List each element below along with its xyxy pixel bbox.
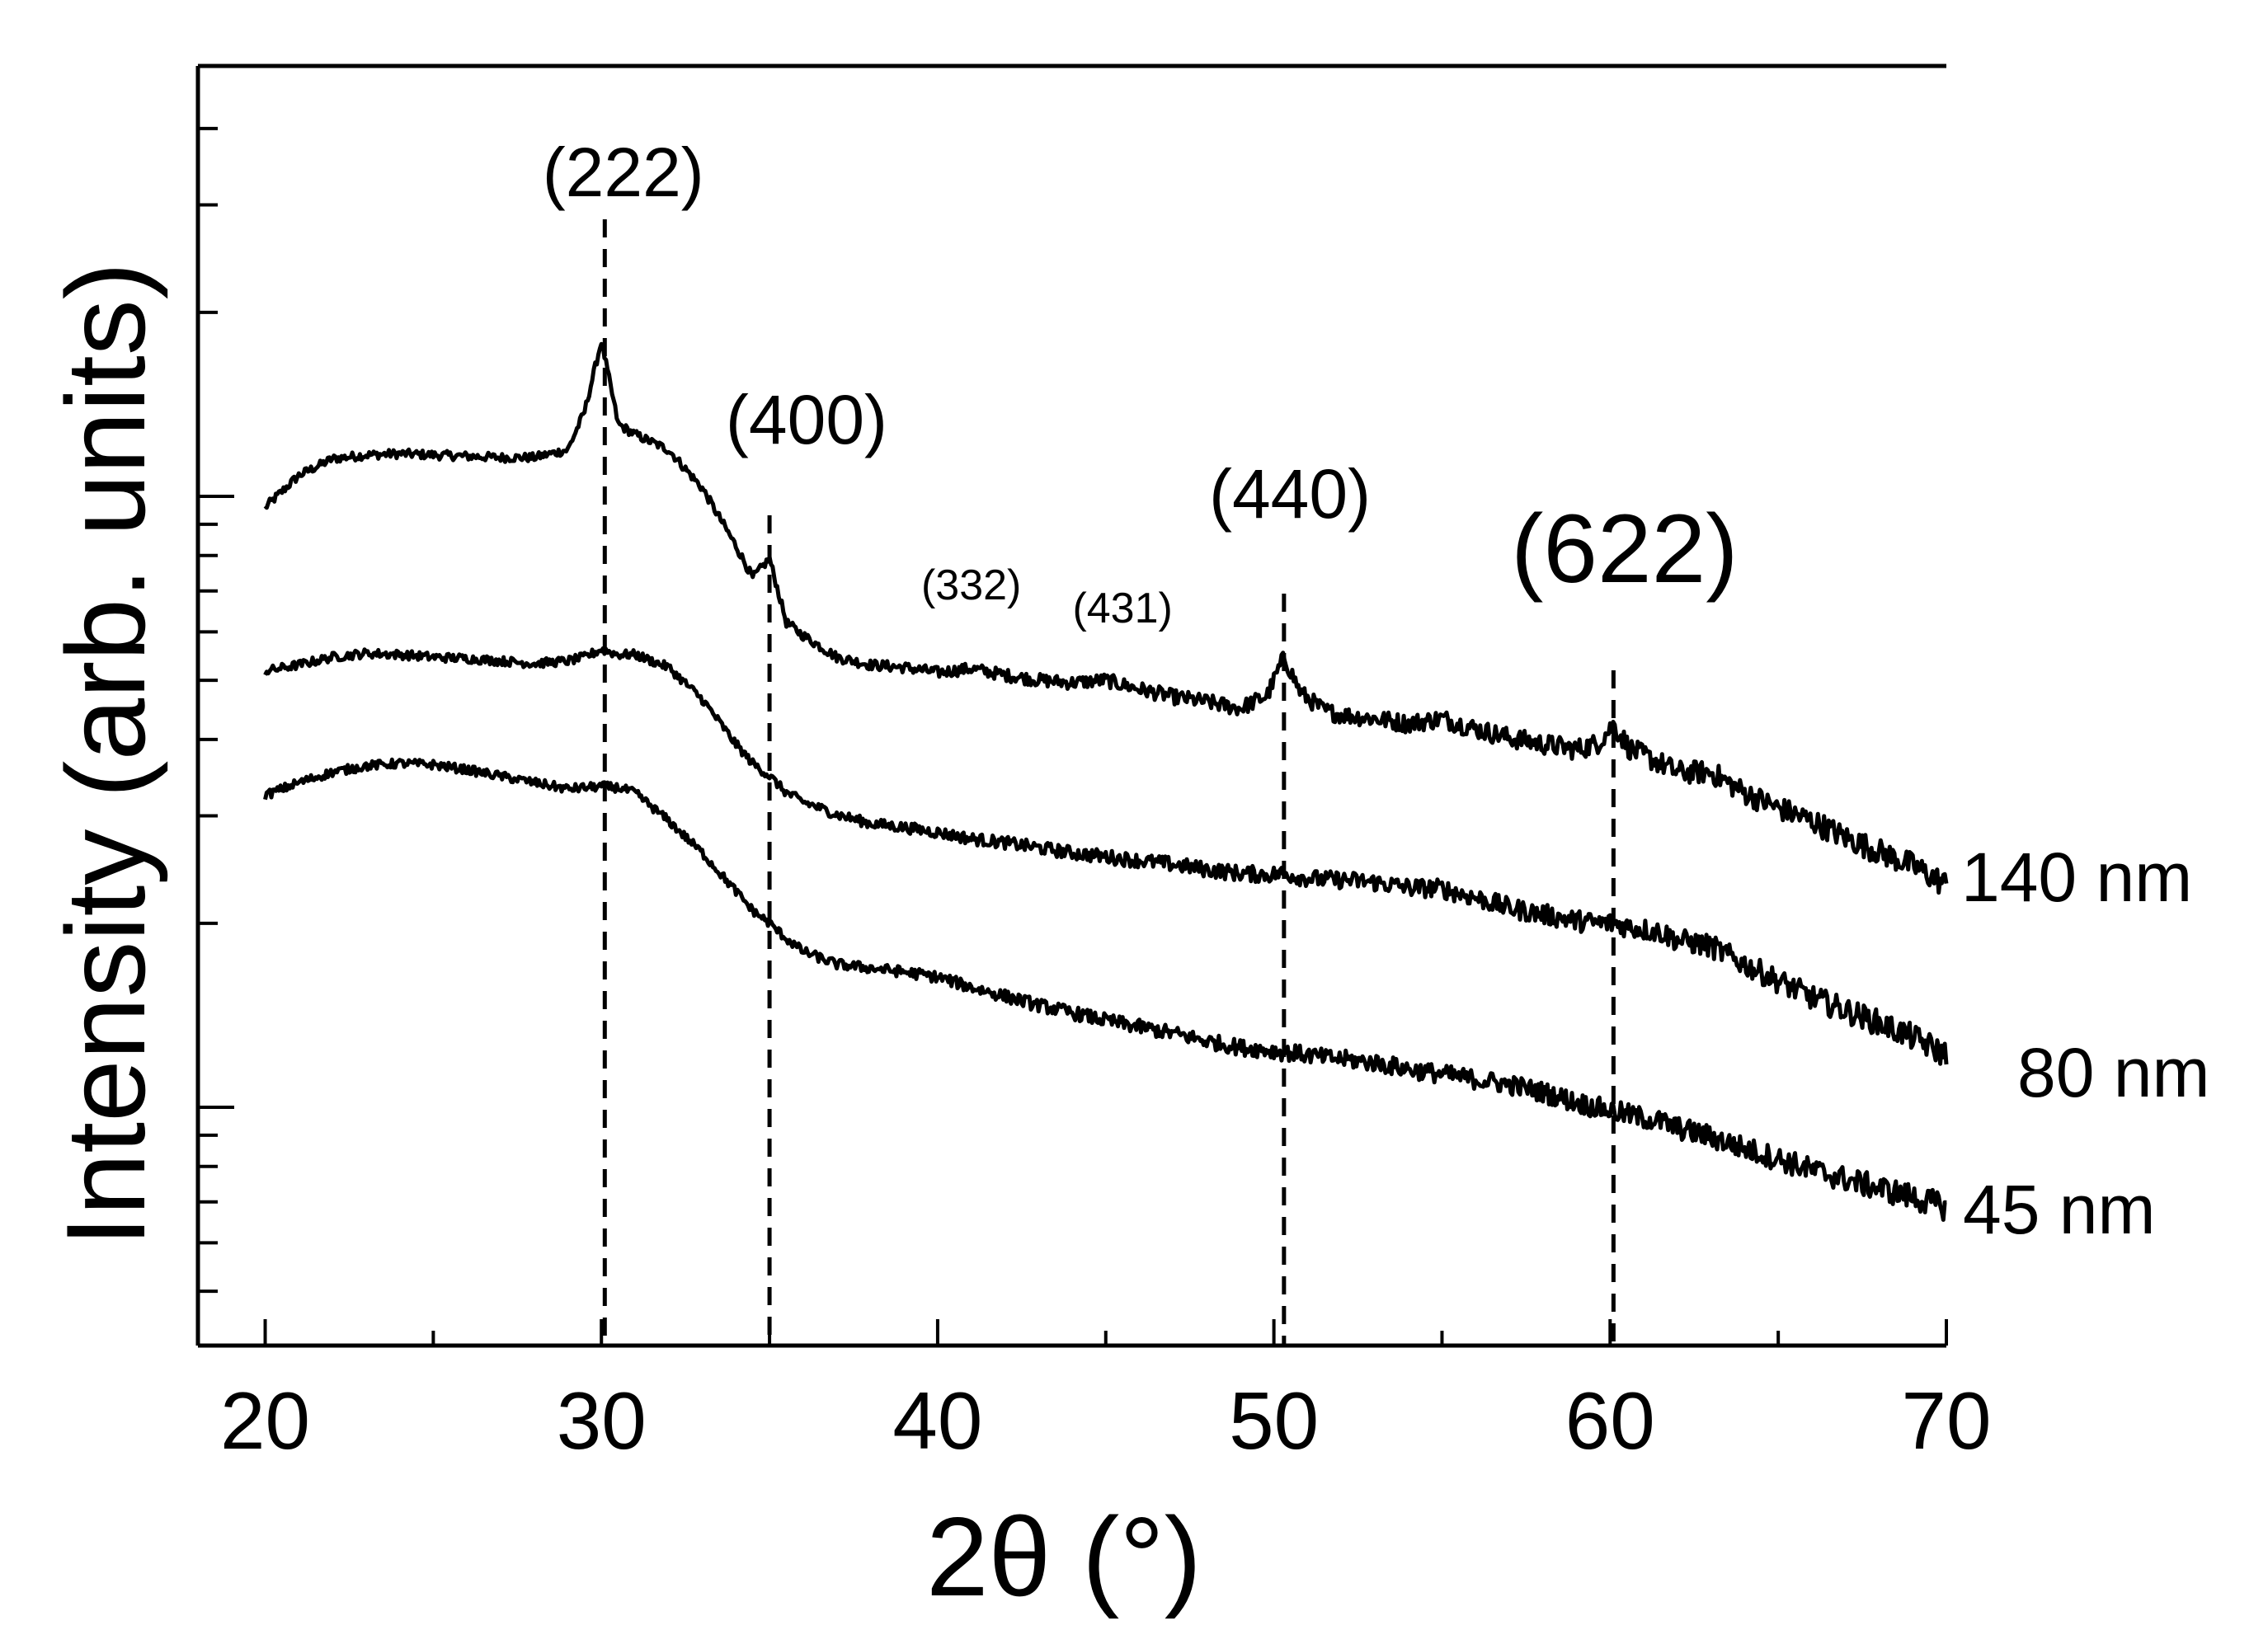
x-axis-ticks: 20 30 40 50 60 70 [220, 1319, 1992, 1466]
x-tick-label: 70 [1901, 1375, 1991, 1466]
plot-frame [195, 63, 1946, 1348]
minor-peak-label: (431) [1072, 585, 1172, 632]
x-tick-label: 60 [1565, 1375, 1655, 1466]
y-axis-title: Intensity (arb. units) [43, 262, 168, 1247]
x-tick-label: 40 [892, 1375, 982, 1466]
series-group [263, 341, 1949, 1222]
x-tick-label: 50 [1229, 1375, 1319, 1466]
y-axis-ticks [198, 126, 234, 1294]
minor-peak-label: (332) [921, 561, 1021, 609]
series-line-0 [263, 341, 1949, 895]
peak-label: (222) [543, 134, 704, 211]
reference-lines [602, 219, 1616, 1344]
x-axis-title: 2θ (°) [926, 1494, 1202, 1619]
peak-label: (400) [726, 381, 887, 458]
x-tick-label: 20 [220, 1375, 310, 1466]
x-tick-label: 30 [557, 1375, 647, 1466]
series-label: 45 nm [1963, 1171, 2155, 1248]
series-label: 140 nm [1961, 838, 2192, 916]
series-line-1 [263, 646, 1949, 1066]
series-label: 80 nm [2017, 1034, 2209, 1111]
series-line-2 [263, 757, 1947, 1222]
peak-label: (440) [1209, 455, 1371, 533]
peak-label: (622) [1511, 495, 1738, 604]
labels-group: (222) (400) (440) (622) (332) (431) 140 nm 80 n… [543, 134, 2210, 1248]
